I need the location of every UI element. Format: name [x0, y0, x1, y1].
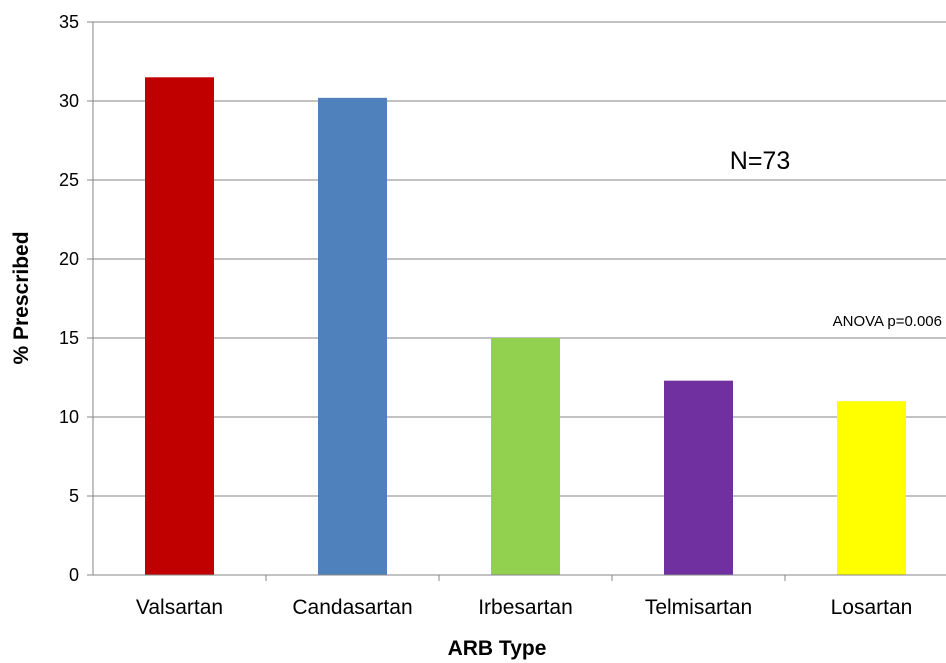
annotation-n: N=73: [730, 147, 790, 175]
bar-irbesartan: [491, 338, 560, 575]
bars: [145, 77, 906, 576]
y-tick-label: 5: [69, 486, 79, 506]
x-tick-label: Candasartan: [292, 596, 412, 619]
x-tick-label: Valsartan: [136, 596, 223, 619]
y-tick-label: 35: [59, 12, 79, 32]
y-tick-label: 30: [59, 91, 79, 111]
bar-valsartan: [145, 77, 214, 576]
bar-telmisartan: [664, 380, 733, 575]
y-tick-label: 0: [69, 565, 79, 585]
x-tick-labels: Valsartan Candasartan Irbesartan Telmisarta…: [136, 596, 912, 619]
bar-losartan: [837, 401, 906, 575]
axes: [87, 21, 946, 581]
y-axis-title: % Prescribed: [10, 231, 33, 364]
annotation-anova: ANOVA p=0.006: [833, 313, 942, 330]
y-tick-label: 15: [59, 328, 79, 348]
x-axis-title: ARB Type: [448, 637, 547, 660]
x-tick-label: Irbesartan: [478, 596, 573, 619]
y-tick-label: 25: [59, 170, 79, 190]
y-tick-labels: 0 5 10 15 20 25 30 35: [59, 12, 79, 585]
bar-candasartan: [318, 97, 387, 575]
y-tick-label: 10: [59, 407, 79, 427]
x-tick-label: Telmisartan: [645, 596, 752, 619]
x-tick-label: Losartan: [831, 596, 913, 619]
y-tick-label: 20: [59, 249, 79, 269]
